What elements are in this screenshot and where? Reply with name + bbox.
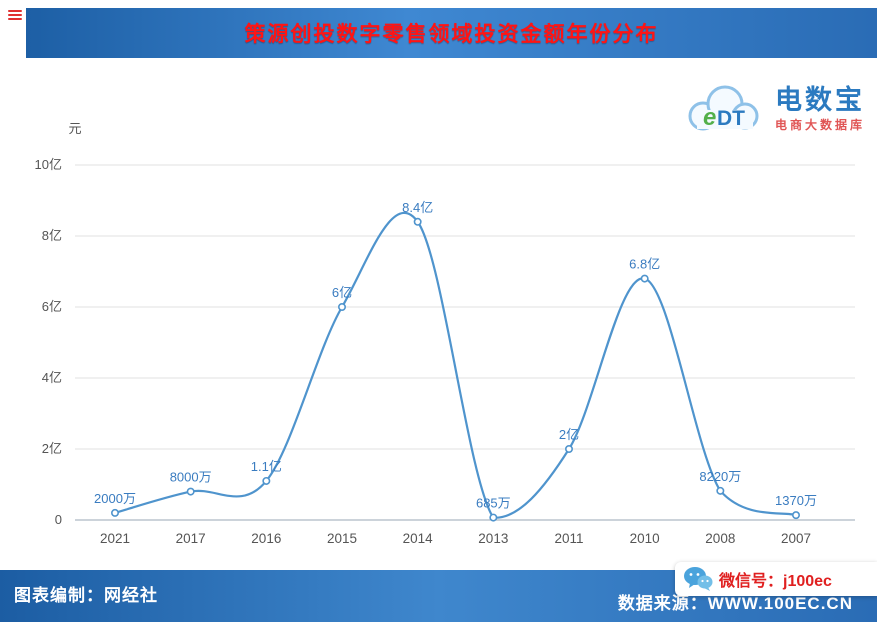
data-point-label: 685万 [476,496,511,511]
x-axis-tick-label: 2017 [176,531,206,546]
data-point [791,511,800,520]
data-point-label: 6.8亿 [629,257,660,272]
y-axis-tick-label: 4亿 [42,370,62,385]
y-axis-tick-label: 2亿 [42,441,62,456]
data-point [716,486,725,495]
data-point-label: 8220万 [699,469,741,484]
data-point-label: 2亿 [559,427,579,442]
data-point [337,303,346,312]
x-axis-tick-label: 2014 [403,531,434,546]
header-bar: 策源创投数字零售领域投资金额年份分布 [26,8,877,58]
data-point [186,487,195,496]
chart-area: 0 2亿 4亿 6亿 8亿 10亿 元 2021 2017 2016 2015 2014 2013 201… [0,60,877,565]
footer-credit: 图表编制：网经社 [14,586,158,605]
data-point [262,476,271,485]
x-axis-tick-label: 2021 [100,531,130,546]
data-point [413,217,422,226]
x-axis-tick-label: 2013 [478,531,508,546]
logo-mark-dt: DT [717,107,745,130]
data-point-label: 2000万 [94,491,136,506]
cloud-body [696,110,753,129]
data-point-label: 6亿 [332,285,352,300]
cloud-icon: e DT [688,85,759,131]
data-point [111,508,120,517]
wechat-icon [684,567,713,591]
data-point [564,444,573,453]
x-axis-tick-label: 2008 [705,531,735,546]
data-point-label: 8.4亿 [402,200,433,215]
data-point-label: 1.1亿 [251,459,282,474]
data-point-label: 8000万 [170,470,212,485]
logo-subtitle: 电商大数据库 [774,117,865,132]
edt-logo: e DT 电数宝 电商大数据库 [681,78,865,140]
menu-icon [8,8,22,20]
x-axis-tick-label: 2010 [630,531,660,546]
x-axis-tick-label: 2007 [781,531,811,546]
x-axis-tick-label: 2015 [327,531,357,546]
y-axis-tick-label: 8亿 [42,228,62,243]
x-axis-tick-label: 2016 [251,531,281,546]
x-axis-tick-label: 2011 [554,531,583,546]
page-title: 策源创投数字零售领域投资金额年份分布 [244,23,659,46]
wechat-id: 微信号：j100ec [719,573,832,590]
investment-line-chart: 0 2亿 4亿 6亿 8亿 10亿 元 2021 2017 2016 2015 2014 2013 201… [35,121,855,546]
data-point [489,513,498,522]
y-axis-tick-label: 0 [55,512,62,527]
y-axis-tick-label: 6亿 [42,299,62,314]
y-axis-unit-label: 元 [68,121,81,136]
line-series [114,212,797,519]
data-point [640,274,649,283]
logo-mark-e: e [703,104,716,131]
y-axis-tick-label: 10亿 [35,157,62,172]
wechat-card: 微信号：j100ec [675,562,877,596]
footer-source: 数据来源：WWW.100EC.CN [617,594,853,613]
data-point-label: 1370万 [775,493,817,508]
logo-name: 电数宝 [774,85,865,116]
